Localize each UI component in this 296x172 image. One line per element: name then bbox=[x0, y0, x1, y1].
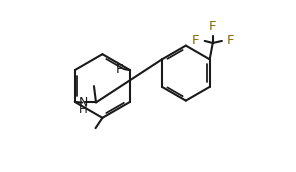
Text: N: N bbox=[78, 96, 88, 109]
Text: F: F bbox=[115, 63, 123, 76]
Text: F: F bbox=[192, 34, 199, 47]
Text: F: F bbox=[227, 34, 235, 47]
Text: H: H bbox=[79, 103, 88, 116]
Text: F: F bbox=[209, 20, 216, 33]
